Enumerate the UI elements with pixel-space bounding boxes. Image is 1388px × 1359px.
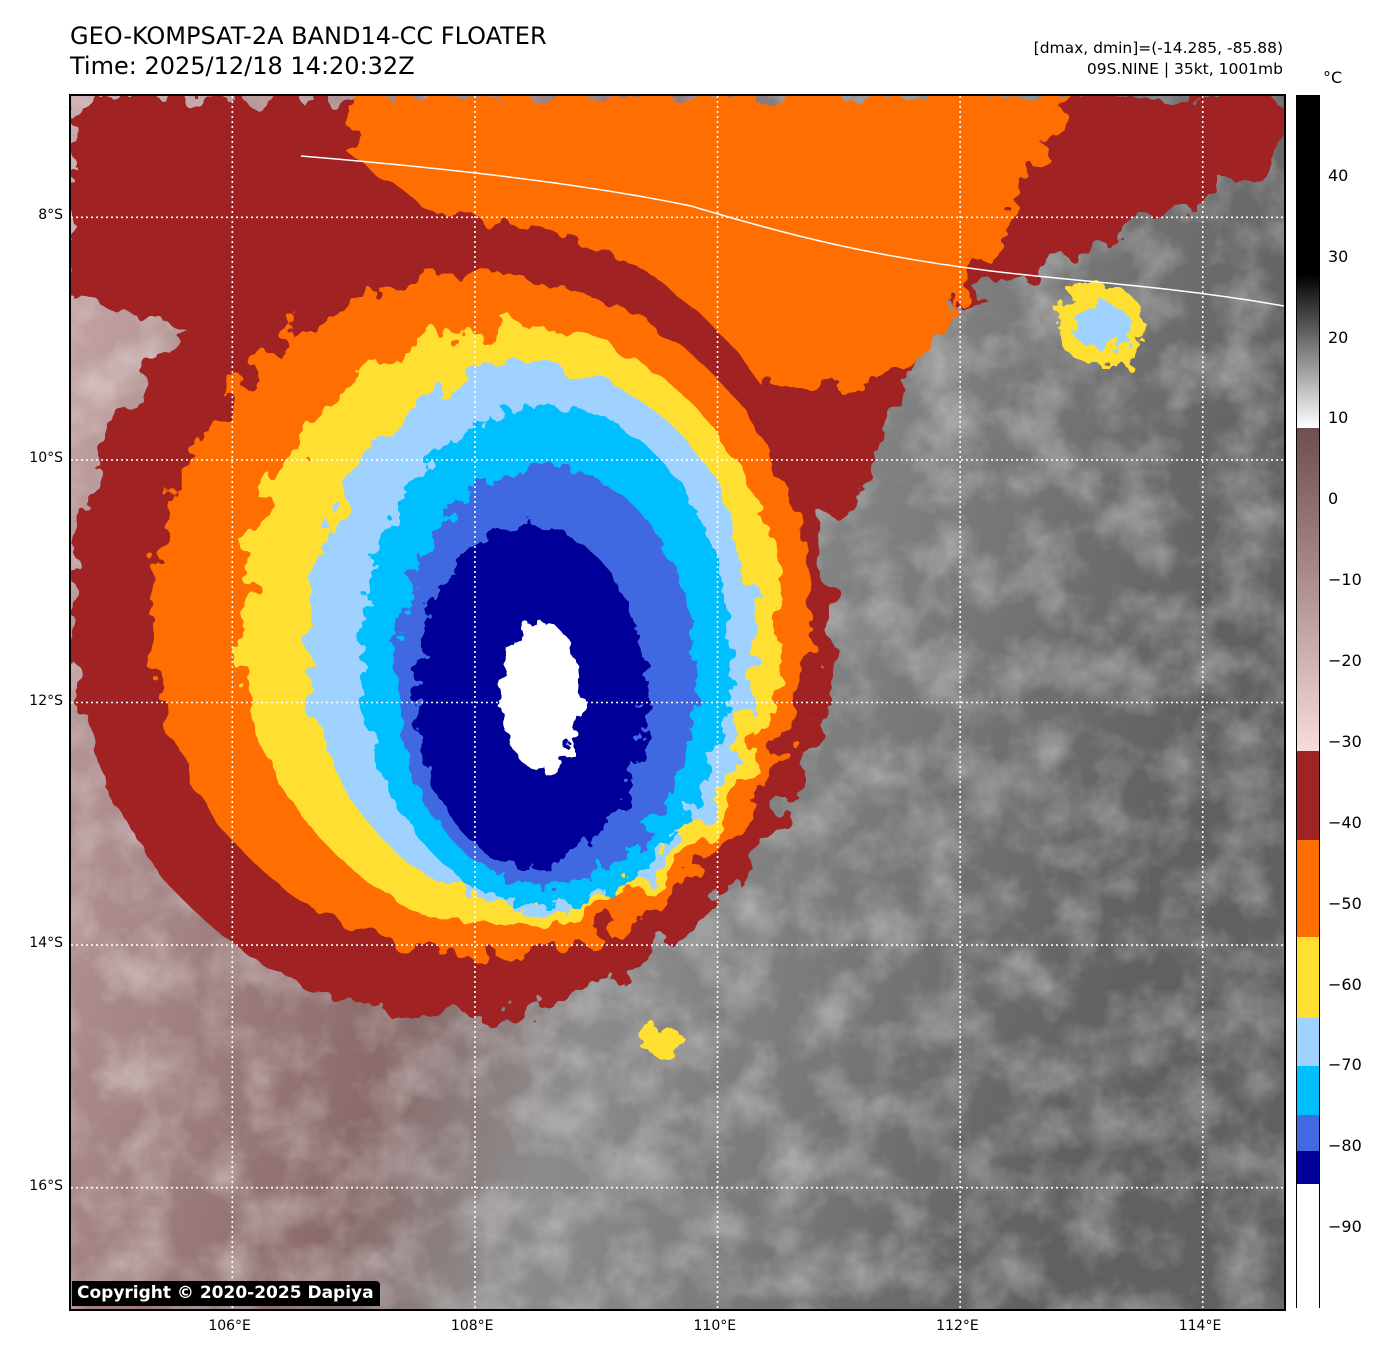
colorbar-segment: [1297, 1017, 1319, 1067]
lon-tick-label: 110°E: [693, 1318, 737, 1334]
colorbar-segment: [1297, 751, 1319, 840]
satellite-map: Copyright © 2020-2025 Dapiya: [69, 94, 1286, 1311]
lat-tick-label: 8°S: [38, 207, 63, 224]
colorbar-tick-label: −70: [1328, 1055, 1362, 1075]
lat-tick-label: 16°S: [29, 1177, 63, 1194]
colorbar-segment: [1297, 1066, 1319, 1115]
lat-tick-label: 14°S: [29, 935, 63, 952]
colorbar-tick-label: 10: [1328, 408, 1349, 428]
temperature-range: [dmax, dmin]=(-14.285, -85.88): [1033, 39, 1283, 57]
colorbar-segment: [1297, 1114, 1319, 1152]
colorbar-tick-label: 30: [1328, 246, 1349, 266]
colorbar: [1296, 95, 1320, 1309]
lat-tick-label: 12°S: [29, 692, 63, 709]
lat-tick-label: 10°S: [29, 449, 63, 466]
colorbar-tick-label: −80: [1328, 1136, 1362, 1156]
colorbar-segment: [1297, 1151, 1319, 1184]
colorbar-tick-label: 40: [1328, 165, 1349, 185]
colorbar-tick-label: −50: [1328, 893, 1362, 913]
colorbar-segment: [1297, 937, 1319, 1018]
colorbar-segment: [1297, 427, 1319, 751]
colorbar-segment: [1297, 839, 1319, 937]
colorbar-tick-label: −40: [1328, 812, 1362, 832]
copyright: Copyright © 2020-2025 Dapiya: [72, 1281, 380, 1306]
colorbar-segment: [1297, 1183, 1319, 1309]
graticule: [71, 96, 1284, 1309]
colorbar-tick-label: 0: [1328, 489, 1339, 509]
colorbar-segment: [1297, 96, 1319, 274]
colorbar-tick-label: −60: [1328, 974, 1362, 994]
ir-imagery: [71, 96, 1284, 1309]
timestamp: Time: 2025/12/18 14:20:32Z: [70, 52, 415, 80]
colorbar-unit: °C: [1323, 68, 1343, 87]
colorbar-tick-label: −90: [1328, 1217, 1362, 1237]
chart-title: GEO-KOMPSAT-2A BAND14-CC FLOATER: [70, 22, 547, 50]
lon-tick-label: 114°E: [1178, 1318, 1222, 1334]
lon-tick-label: 106°E: [208, 1318, 251, 1334]
colorbar-tick-label: −10: [1328, 570, 1362, 590]
colorbar-tick-label: −30: [1328, 731, 1362, 751]
colorbar-tick-label: −20: [1328, 651, 1362, 671]
colorbar-segment: [1297, 273, 1319, 428]
lon-tick-label: 112°E: [936, 1318, 979, 1334]
colorbar-tick-label: 20: [1328, 327, 1349, 347]
lon-tick-label: 108°E: [450, 1318, 494, 1334]
coastline: [300, 155, 1284, 307]
storm-info: 09S.NINE | 35kt, 1001mb: [1086, 60, 1283, 78]
